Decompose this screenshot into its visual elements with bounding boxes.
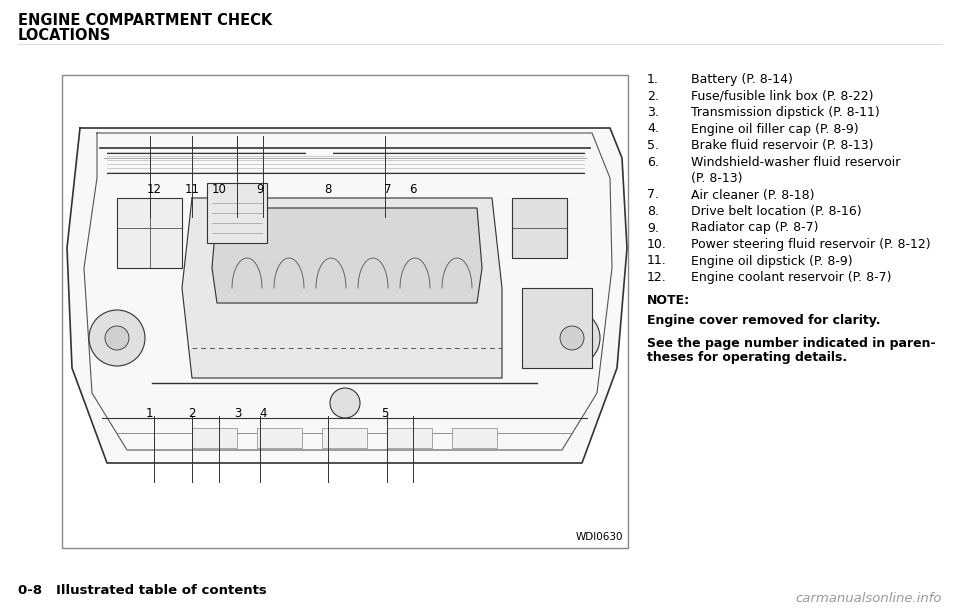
Text: 6.: 6. [647,156,659,169]
Text: 2: 2 [188,407,196,420]
Text: 10.: 10. [647,238,667,251]
Text: Air cleaner (P. 8-18): Air cleaner (P. 8-18) [691,189,814,202]
Text: Brake fluid reservoir (P. 8-13): Brake fluid reservoir (P. 8-13) [691,139,874,152]
Bar [257,428,302,448]
Text: 1.: 1. [647,73,659,86]
Circle shape [89,310,145,366]
Bar [322,428,367,448]
Text: 2.: 2. [647,89,659,103]
Text: 7: 7 [384,183,392,196]
Text: 11: 11 [184,183,200,196]
Text: Drive belt location (P. 8-16): Drive belt location (P. 8-16) [691,205,862,218]
Text: 5: 5 [381,407,388,420]
Text: See the page number indicated in paren-: See the page number indicated in paren- [647,337,936,349]
Text: Engine coolant reservoir (P. 8-7): Engine coolant reservoir (P. 8-7) [691,271,892,284]
Text: (P. 8-13): (P. 8-13) [691,172,742,185]
Text: 9: 9 [256,183,264,196]
Bar [207,183,267,243]
Text: 8.: 8. [647,205,659,218]
Text: Fuse/fusible link box (P. 8-22): Fuse/fusible link box (P. 8-22) [691,89,874,103]
Bar [192,428,237,448]
Circle shape [560,326,584,350]
Circle shape [544,310,600,366]
Bar [62,75,628,548]
Text: ENGINE COMPARTMENT CHECK: ENGINE COMPARTMENT CHECK [18,13,273,28]
Text: 6: 6 [409,183,417,196]
Text: 0-8   Illustrated table of contents: 0-8 Illustrated table of contents [18,584,267,597]
Text: Engine cover removed for clarity.: Engine cover removed for clarity. [647,314,880,327]
Text: Transmission dipstick (P. 8-11): Transmission dipstick (P. 8-11) [691,106,879,119]
Text: 8: 8 [324,183,332,196]
Text: 9.: 9. [647,222,659,235]
Circle shape [105,326,129,350]
Text: 12: 12 [147,183,161,196]
Bar [117,198,182,268]
Text: 4.: 4. [647,122,659,136]
Polygon shape [212,208,482,303]
Bar [387,428,432,448]
Bar [522,288,592,368]
Polygon shape [182,198,502,378]
Text: Power steering fluid reservoir (P. 8-12): Power steering fluid reservoir (P. 8-12) [691,238,930,251]
Text: Battery (P. 8-14): Battery (P. 8-14) [691,73,793,86]
Text: 7.: 7. [647,189,659,202]
Text: 1: 1 [146,407,154,420]
Text: 12.: 12. [647,271,667,284]
Text: Engine oil filler cap (P. 8-9): Engine oil filler cap (P. 8-9) [691,122,858,136]
Bar [452,428,497,448]
Text: 11.: 11. [647,255,667,268]
Text: carmanualsonline.info: carmanualsonline.info [796,592,942,605]
Bar [512,198,567,258]
Text: 10: 10 [212,183,227,196]
Text: Windshield-washer fluid reservoir: Windshield-washer fluid reservoir [691,156,900,169]
Text: 4: 4 [259,407,267,420]
Text: Radiator cap (P. 8-7): Radiator cap (P. 8-7) [691,222,819,235]
Text: 3: 3 [234,407,241,420]
Circle shape [330,388,360,418]
Text: NOTE:: NOTE: [647,293,690,307]
Text: 5.: 5. [647,139,659,152]
Polygon shape [67,128,627,463]
Text: theses for operating details.: theses for operating details. [647,351,847,364]
Text: LOCATIONS: LOCATIONS [18,28,111,43]
Text: WDI0630: WDI0630 [575,532,623,542]
Text: 3.: 3. [647,106,659,119]
Text: Engine oil dipstick (P. 8-9): Engine oil dipstick (P. 8-9) [691,255,852,268]
